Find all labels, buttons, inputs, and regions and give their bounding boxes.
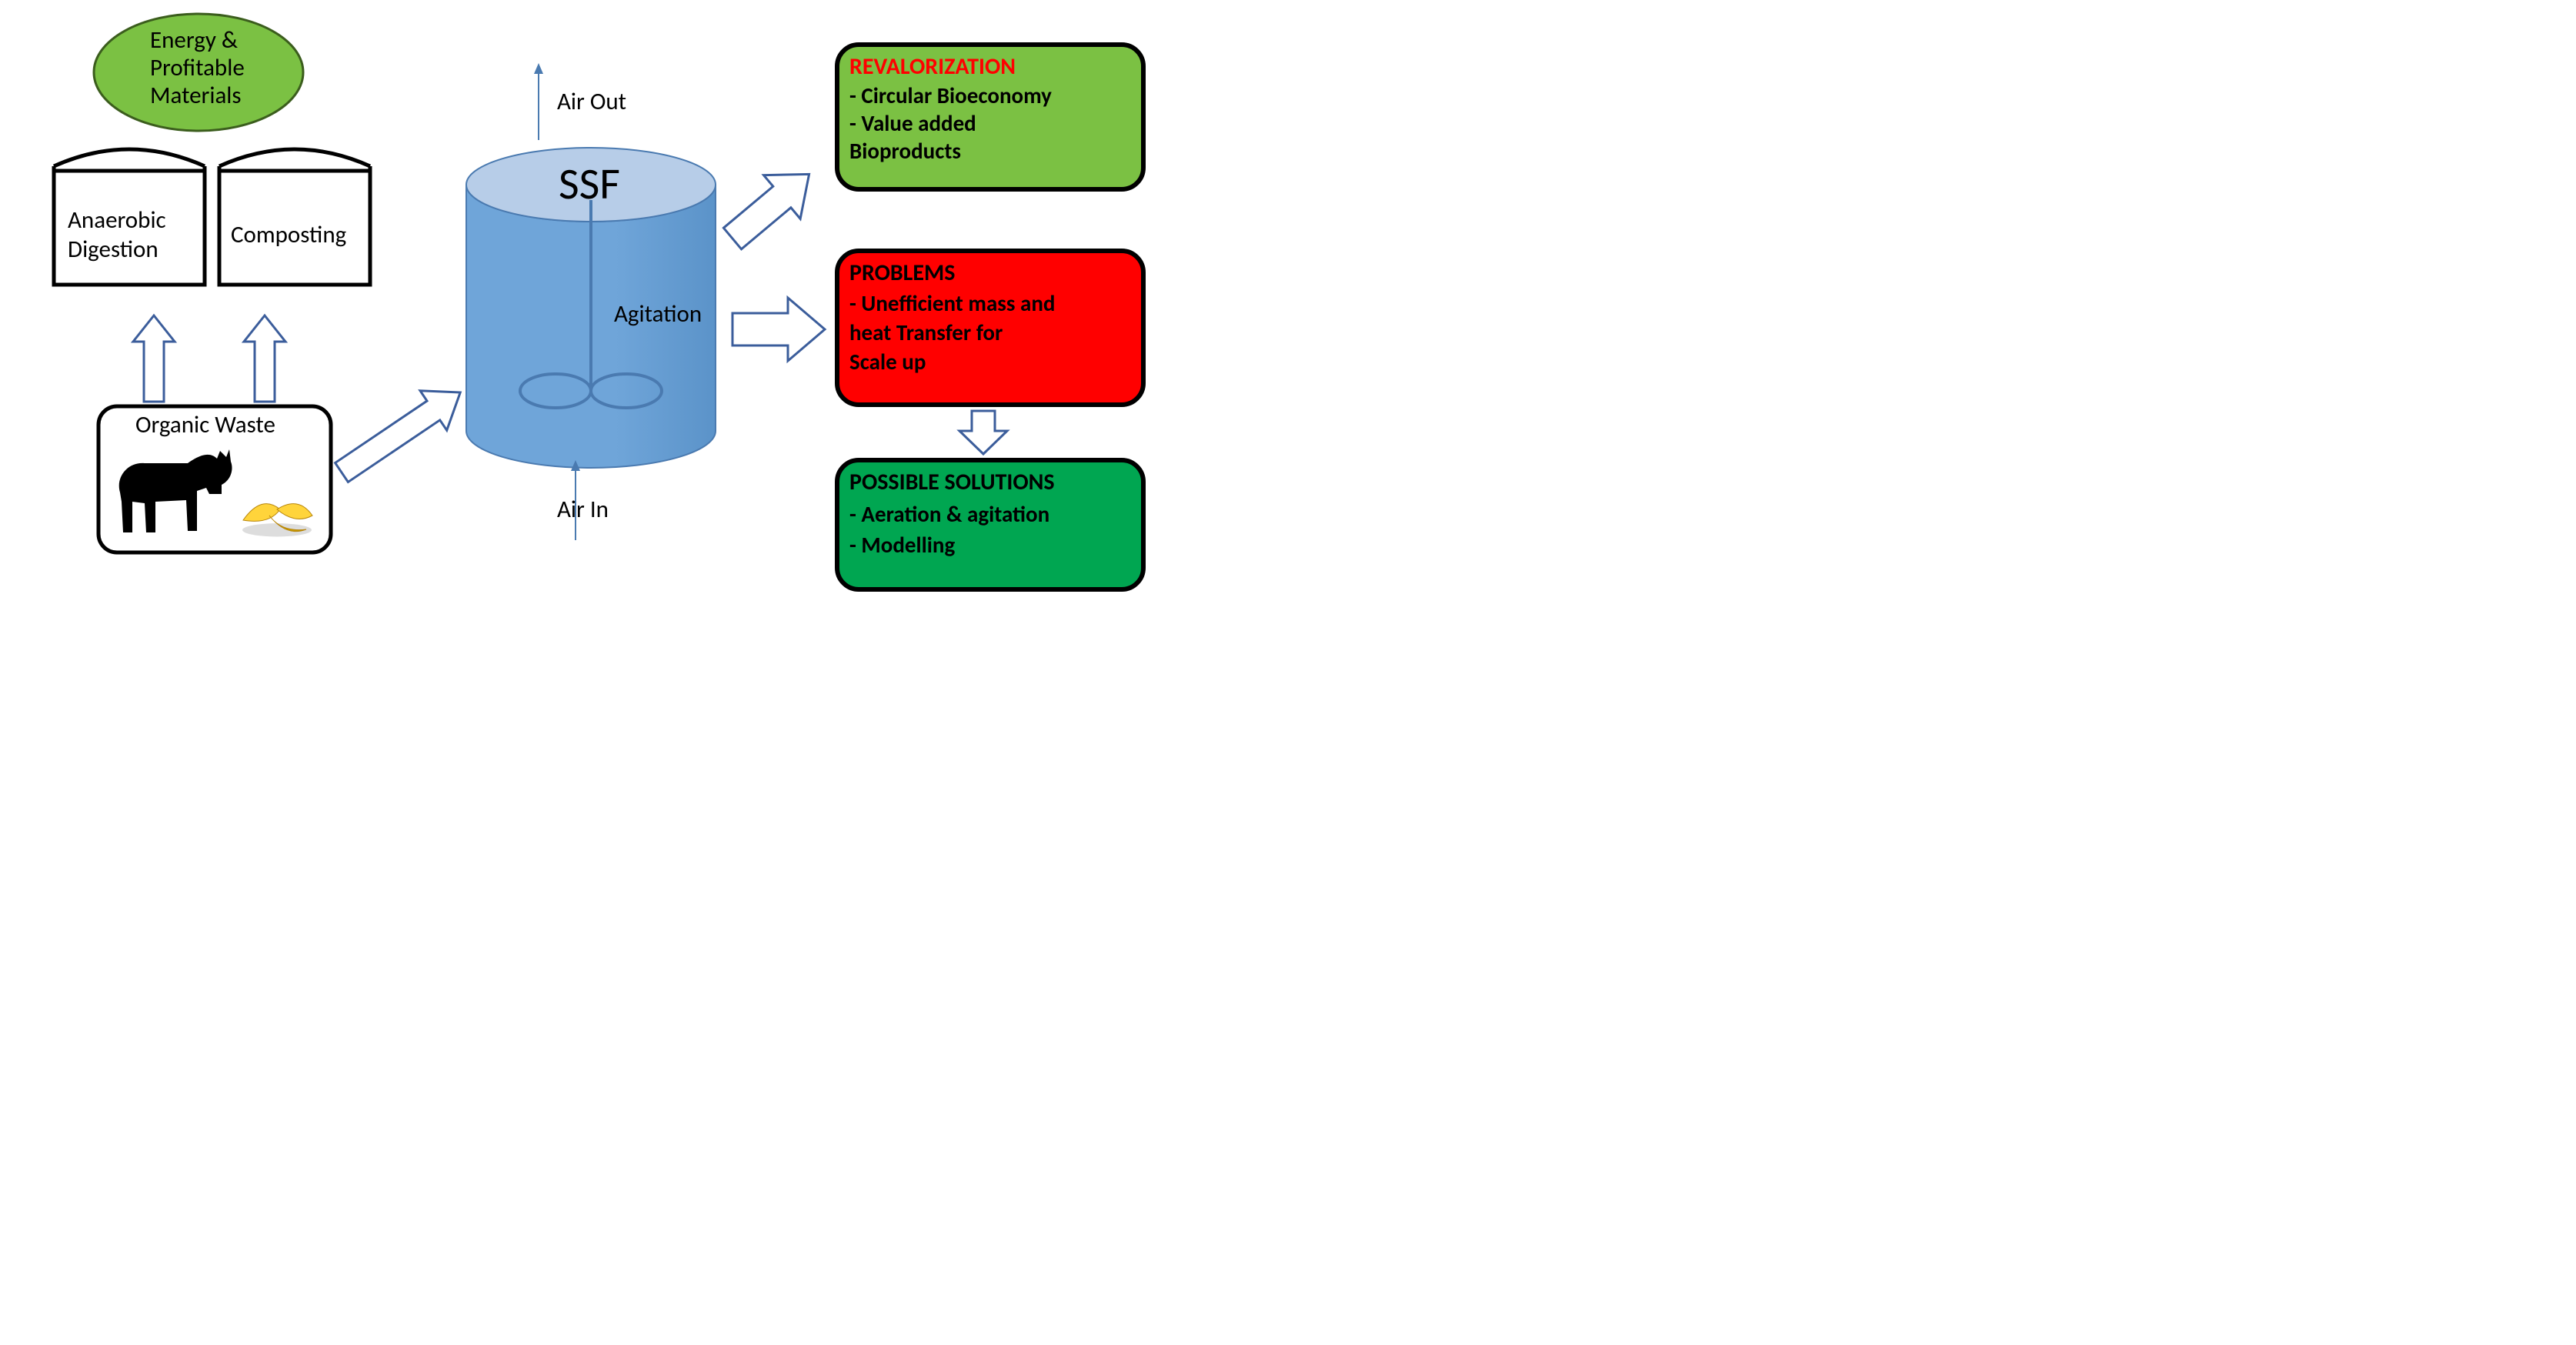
energy-ellipse-text: Energy &	[150, 25, 239, 55]
air-out-label: Air Out	[557, 87, 626, 116]
solutions-box-bullet: - Aeration & agitation	[849, 500, 1049, 528]
problems-box-bullet: heat Transfer for	[849, 319, 1003, 346]
anaerobic-digestion-tank: AnaerobicDigestion	[54, 149, 205, 285]
composting-tank: Composting	[219, 149, 370, 285]
solutions-box-title: POSSIBLE SOLUTIONS	[849, 468, 1055, 496]
problems-box-title: PROBLEMS	[849, 259, 955, 287]
anaerobic-digestion-tank-label: Anaerobic	[68, 205, 166, 235]
composting-tank-label: Composting	[231, 220, 347, 249]
anaerobic-digestion-tank-label: Digestion	[68, 235, 158, 264]
revalorization-box-title: REVALORIZATION	[849, 52, 1016, 81]
air-in-label: Air In	[557, 495, 609, 524]
ssf-label: SSF	[559, 156, 620, 211]
energy-ellipse-text: Profitable	[150, 53, 245, 82]
revalorization-box-bullet: - Circular Bioeconomy	[849, 82, 1052, 109]
agitation-label: Agitation	[614, 299, 702, 329]
problems-box-bullet: - Unefficient mass and	[849, 289, 1055, 317]
organic-waste-label: Organic Waste	[135, 410, 275, 439]
solutions-box-bullet: - Modelling	[849, 531, 955, 559]
energy-ellipse-text: Materials	[150, 81, 242, 110]
revalorization-box-bullet: Bioproducts	[849, 137, 961, 165]
problems-box-bullet: Scale up	[849, 348, 926, 375]
revalorization-box-bullet: - Value added	[849, 109, 976, 137]
